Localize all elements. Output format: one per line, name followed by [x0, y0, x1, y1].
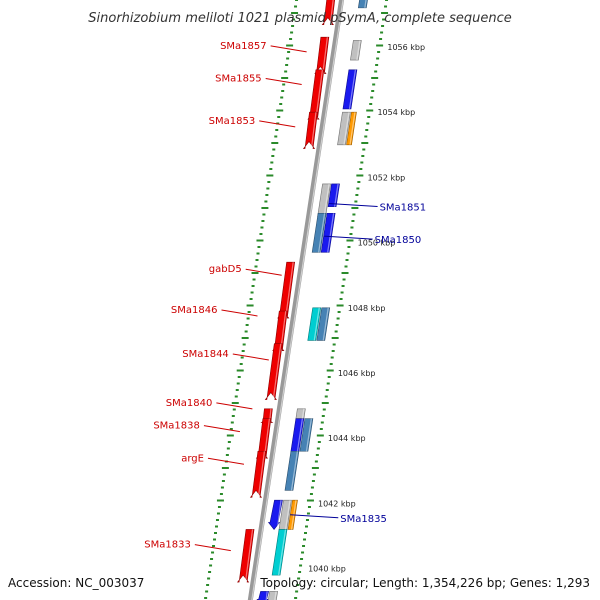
gene-label-leader	[207, 457, 245, 465]
gene-highlight	[310, 112, 317, 148]
gene-highlight	[343, 112, 350, 145]
gene-feature[interactable]	[346, 111, 357, 146]
gene-feature[interactable]	[357, 0, 368, 9]
gene-label[interactable]: SMa1833	[144, 540, 191, 551]
gene-highlight	[301, 408, 305, 419]
gene-feature[interactable]	[249, 450, 267, 498]
gene-highlight	[265, 591, 268, 600]
gene-label-leader	[216, 402, 253, 410]
gene-feature[interactable]	[299, 418, 314, 452]
gene-highlight	[280, 310, 287, 350]
gene-label-leader	[270, 45, 307, 53]
gene-label-leader	[221, 309, 258, 317]
ruler-label: 1044 kbp	[328, 434, 366, 443]
gene-feature[interactable]	[311, 212, 327, 253]
gene-label-leader	[194, 544, 231, 552]
gene-label[interactable]: SMa1853	[209, 116, 256, 127]
gene-label[interactable]: SMa1850	[375, 235, 422, 246]
gene-highlight	[284, 500, 291, 530]
gene-label-leader	[259, 120, 296, 128]
gene-highlight	[329, 0, 334, 24]
topology-text: Topology: circular; Length: 1,354,226 bp…	[259, 576, 590, 590]
gene-feature[interactable]	[302, 111, 318, 149]
gene-labels[interactable]: SMa1857 SMa1855 SMa1853 SMa1851 SMa1850 gabD5…	[144, 41, 427, 552]
gene-feature[interactable]	[316, 307, 331, 341]
ruler-label: 1052 kbp	[368, 173, 406, 182]
gene-label[interactable]: argE	[181, 453, 204, 464]
gene-label-leader	[290, 514, 339, 519]
gene-feature[interactable]	[350, 40, 362, 61]
gene-label[interactable]: SMa1844	[182, 349, 229, 360]
ruler-label: 1050 kbp	[358, 239, 396, 248]
gene-label[interactable]: SMa1846	[171, 305, 218, 316]
gene-label[interactable]: SMa1855	[215, 73, 262, 84]
gene-highlight	[274, 591, 277, 600]
gene-feature[interactable]	[256, 591, 270, 600]
gene-label[interactable]: SMa1840	[166, 398, 213, 409]
gene-highlight	[275, 500, 282, 536]
gene-highlight	[323, 183, 330, 217]
gene-feature[interactable]	[271, 529, 288, 576]
gene-highlight	[322, 37, 328, 73]
ruler-label: 1042 kbp	[318, 499, 356, 508]
gene-highlight	[322, 307, 329, 341]
ruler-label: 1054 kbp	[377, 108, 415, 117]
gene-highlight	[318, 213, 326, 253]
gene-highlight	[305, 418, 312, 452]
backbone-highlight	[251, 0, 344, 600]
gene-feature[interactable]	[284, 450, 300, 491]
gene-label-leader	[328, 202, 378, 207]
gene-highlight	[334, 183, 339, 207]
gene-label-leader	[232, 353, 269, 361]
gene-highlight	[313, 307, 320, 341]
backbone-line	[247, 0, 345, 600]
gene-label[interactable]: SMa1835	[340, 514, 387, 525]
gene-feature[interactable]	[236, 529, 255, 583]
gene-label-leader	[203, 425, 240, 433]
gene-highlight	[296, 418, 303, 452]
gene-feature[interactable]	[268, 591, 278, 600]
gene-highlight	[348, 69, 357, 110]
gene-highlight	[245, 529, 254, 582]
gene-highlight	[272, 343, 282, 399]
gene-highlight	[285, 262, 294, 318]
ruler-label: 1040 kbp	[308, 565, 346, 574]
backbone	[247, 0, 345, 600]
gene-label-leader	[245, 268, 282, 276]
gene-highlight	[364, 0, 367, 8]
gene-highlight	[315, 69, 324, 119]
map-title: Sinorhizobium meliloti 1021 plasmid pSym…	[88, 11, 511, 26]
gene-label[interactable]: SMa1857	[220, 41, 267, 52]
gene-highlight	[356, 40, 361, 61]
gene-highlight	[327, 213, 335, 253]
accession-text: Accession: NC_003037	[8, 576, 144, 590]
tick-marks	[204, 0, 389, 599]
gene-features[interactable]	[236, 0, 368, 600]
gene-feature[interactable]	[342, 69, 358, 110]
gene-highlight	[263, 418, 270, 458]
gene-feature[interactable]	[320, 212, 336, 253]
ruler-label: 1048 kbp	[348, 304, 386, 313]
ruler-label: 1056 kbp	[387, 43, 425, 52]
gene-label-leader	[265, 77, 302, 85]
gene-label[interactable]: SMa1851	[380, 202, 427, 213]
gene-feature[interactable]	[337, 111, 351, 146]
gene-label[interactable]: gabD5	[209, 264, 242, 275]
gene-highlight	[290, 451, 299, 491]
ruler-label: 1046 kbp	[338, 369, 376, 378]
gene-feature[interactable]	[267, 499, 283, 530]
gene-highlight	[278, 529, 287, 576]
gene-label-leader	[323, 235, 373, 240]
ruler-labels: 1056 kbp 1054 kbp 1052 kbp 1050 kbp 1048 kbp…	[308, 43, 425, 574]
gene-feature[interactable]	[307, 307, 322, 341]
gene-feature[interactable]	[264, 343, 283, 400]
gene-label[interactable]: SMa1838	[153, 421, 200, 432]
gene-highlight	[257, 451, 266, 497]
gene-highlight	[349, 112, 356, 145]
gene-feature[interactable]	[327, 183, 340, 208]
gene-feature[interactable]	[321, 0, 336, 25]
